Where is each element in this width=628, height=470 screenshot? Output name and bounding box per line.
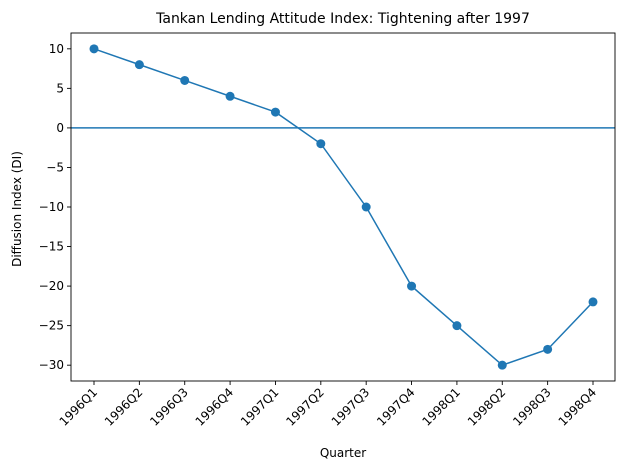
- y-tick-label: 10: [49, 42, 64, 56]
- y-tick-label: −25: [39, 319, 64, 333]
- data-point: [225, 91, 235, 101]
- x-tick-label: 1998Q1: [419, 385, 463, 429]
- y-tick-label: 0: [56, 121, 64, 135]
- data-point: [134, 60, 144, 70]
- y-axis-label: Diffusion Index (DI): [10, 151, 24, 267]
- y-tick-label: −20: [39, 279, 64, 293]
- x-tick-label: 1998Q3: [510, 385, 554, 429]
- y-tick-label: 5: [56, 81, 64, 95]
- data-point: [270, 107, 280, 117]
- data-point: [89, 44, 99, 54]
- x-axis-label: Quarter: [320, 446, 366, 460]
- data-point: [452, 321, 462, 331]
- x-tick-label: 1997Q2: [283, 385, 327, 429]
- y-tick-label: −30: [39, 358, 64, 372]
- x-tick-label: 1997Q4: [374, 385, 418, 429]
- chart-title: Tankan Lending Attitude Index: Tightenin…: [155, 11, 530, 27]
- data-point: [497, 360, 507, 370]
- x-tick-label: 1996Q1: [57, 385, 101, 429]
- x-tick-label: 1996Q3: [147, 385, 191, 429]
- data-point: [407, 281, 417, 291]
- x-tick-label: 1996Q4: [193, 385, 237, 429]
- x-tick-label: 1998Q2: [465, 385, 509, 429]
- x-tick-label: 1998Q4: [556, 385, 600, 429]
- x-tick-label: 1997Q1: [238, 385, 282, 429]
- y-tick-label: −5: [46, 160, 64, 174]
- y-tick-label: −15: [39, 240, 64, 254]
- y-tick-label: −10: [39, 200, 64, 214]
- axes-frame: [70, 32, 616, 382]
- x-tick-label: 1997Q3: [329, 385, 373, 429]
- x-tick-label: 1996Q2: [102, 385, 146, 429]
- data-point: [316, 139, 326, 149]
- data-point: [361, 202, 371, 212]
- data-point: [180, 75, 190, 85]
- data-point: [588, 297, 598, 307]
- data-point: [543, 344, 553, 354]
- series-line: [93, 48, 594, 367]
